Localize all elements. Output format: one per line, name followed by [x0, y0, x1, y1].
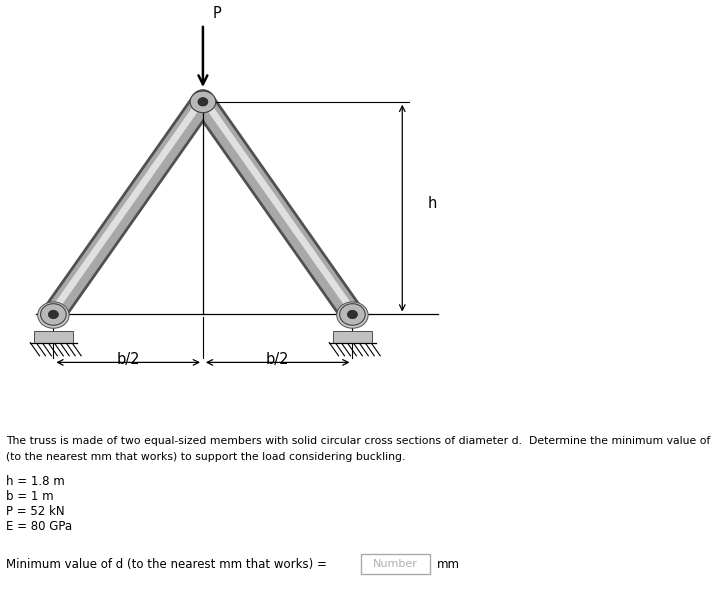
Text: (to the nearest mm that works) to support the load considering buckling.: (to the nearest mm that works) to suppor… [6, 452, 405, 462]
Circle shape [38, 302, 69, 328]
Text: P = 52 kN: P = 52 kN [6, 505, 64, 518]
Circle shape [347, 310, 357, 319]
Text: mm: mm [437, 558, 460, 571]
Bar [333, 331, 372, 343]
Bar [34, 331, 73, 343]
Circle shape [190, 91, 216, 113]
Circle shape [41, 304, 66, 325]
FancyBboxPatch shape [361, 554, 430, 574]
Circle shape [340, 304, 365, 325]
Text: b/2: b/2 [266, 352, 290, 367]
Text: Number: Number [373, 559, 418, 569]
Circle shape [45, 308, 62, 322]
Text: Minimum value of d (to the nearest mm that works) =: Minimum value of d (to the nearest mm th… [6, 558, 330, 571]
Circle shape [337, 302, 368, 328]
Text: h = 1.8 m: h = 1.8 m [6, 475, 65, 488]
Text: b = 1 m: b = 1 m [6, 490, 53, 503]
Text: b/2: b/2 [116, 352, 140, 367]
Text: The truss is made of two equal-sized members with solid circular cross sections : The truss is made of two equal-sized mem… [6, 436, 712, 446]
Text: E = 80 GPa: E = 80 GPa [6, 520, 72, 533]
Circle shape [198, 98, 208, 106]
Circle shape [48, 310, 58, 319]
Circle shape [350, 313, 355, 317]
Circle shape [344, 308, 361, 322]
Circle shape [51, 313, 56, 317]
Text: P: P [212, 6, 221, 21]
Text: h: h [427, 196, 436, 211]
